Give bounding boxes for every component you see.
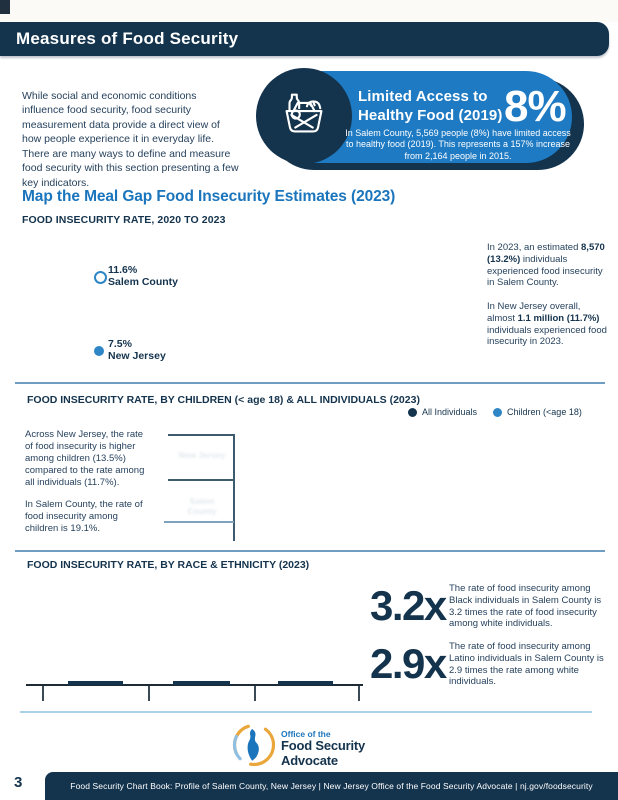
top-strip	[0, 0, 618, 22]
intro-paragraph: While social and economic conditions inf…	[22, 90, 239, 189]
ratio-stat-latino: 2.9x	[370, 640, 447, 687]
legend-label-all: All Individuals	[422, 407, 478, 417]
new-jersey-point-label: 7.5% New Jersey	[108, 338, 166, 363]
chart3-baseline	[26, 684, 363, 686]
chart3-tick	[148, 686, 150, 701]
sidebar-p2-post: individuals experienced food insecurity …	[487, 324, 607, 348]
salem-county-point-icon	[94, 271, 107, 284]
legend-dot-children-icon	[493, 407, 503, 417]
legend-dot-all-icon	[408, 407, 417, 417]
section-divider	[15, 550, 605, 552]
chart2-tick-line	[164, 521, 234, 523]
corner-notch	[0, 0, 10, 14]
chart3-bar	[173, 681, 230, 685]
nj-label: New Jersey	[108, 350, 166, 363]
office-logo: Office of the Food Security Advocate	[231, 721, 411, 771]
sidebar-paragraph-1: In 2023, an estimated 8,570 (13.2%) indi…	[487, 242, 607, 289]
children-paragraph-1: Across New Jersey, the rate of food inse…	[25, 429, 145, 488]
food-basket-icon	[275, 87, 333, 146]
legend-item-all-individuals: All Individuals	[408, 407, 477, 417]
badge-title-line2: Healthy Food (2019)	[358, 106, 503, 124]
logo-line2: Food Security Advocate	[281, 738, 366, 768]
new-jersey-point-icon	[94, 346, 104, 356]
chart2-title: FOOD INSECURITY RATE, BY CHILDREN (< age…	[27, 394, 420, 406]
sidebar-p2-pre: In New Jersey overall, almost	[487, 301, 581, 324]
legend-item-children: Children (<age 18)	[493, 407, 582, 417]
sidebar-p1-pre: In 2023, an estimated	[487, 242, 582, 253]
section-divider	[15, 382, 605, 384]
badge-title-line1: Limited Access to	[358, 88, 488, 105]
chart1-title: FOOD INSECURITY RATE, 2020 TO 2023	[22, 214, 226, 226]
salem-county-point-label: 11.6% Salem County	[108, 264, 178, 289]
footer-bar: Food Security Chart Book: Profile of Sal…	[45, 772, 618, 800]
nj-value: 7.5%	[108, 338, 132, 350]
sidebar-p1-bold: 8,570 (13.2%)	[487, 242, 605, 265]
chart2-tick-line	[168, 434, 234, 436]
chart2-faint-category-label: Salem County	[187, 496, 217, 516]
ratio-stat-latino-text: The rate of food insecurity among Latino…	[449, 641, 604, 688]
badge-stat: 8%	[504, 82, 567, 131]
nj-state-logo-icon	[231, 722, 277, 768]
map-sidebar-text: In 2023, an estimated 8,570 (13.2%) indi…	[487, 242, 607, 360]
chart3-tick	[254, 686, 256, 701]
logo-line1: Office of the	[281, 729, 331, 739]
legend-label-children: Children (<age 18)	[507, 407, 582, 417]
badge-title: Limited Access to Healthy Food (2019)	[358, 88, 528, 126]
salem-label: Salem County	[108, 276, 179, 289]
limited-access-badge: Limited Access to Healthy Food (2019) 8%…	[256, 66, 586, 170]
ratio-stat-black-text: The rate of food insecurity among Black …	[449, 583, 602, 630]
chart3-tick	[358, 686, 360, 701]
sidebar-paragraph-2: In New Jersey overall, almost 1.1 millio…	[487, 301, 607, 348]
salem-value: 11.6%	[108, 264, 138, 276]
chart2-axis-line	[233, 434, 235, 541]
page-number: 3	[14, 774, 23, 791]
sidebar-p2-bold: 1.1 million (11.7%)	[517, 312, 600, 324]
chart2-legend: All Individuals Children (<age 18)	[408, 407, 582, 417]
ratio-stat-black: 3.2x	[370, 582, 447, 629]
chart3-tick	[42, 686, 44, 701]
header-bar	[0, 22, 609, 56]
logo-text: Office of the Food Security Advocate	[281, 729, 411, 768]
chart3-title: FOOD INSECURITY RATE, BY RACE & ETHNICIT…	[27, 559, 310, 571]
chart3-bar	[278, 681, 333, 685]
page-title: Measures of Food Security	[16, 29, 239, 48]
sidebar-p1-post: individuals experienced food insecurity …	[487, 253, 603, 289]
section-heading-meal-gap: Map the Meal Gap Food Insecurity Estimat…	[22, 188, 396, 205]
badge-icon-circle	[256, 68, 352, 164]
children-paragraph-2: In Salem County, the rate of food insecu…	[25, 499, 143, 535]
chart2-faint-category-label: New Jersey	[178, 450, 226, 460]
chart2-tick-line	[168, 479, 234, 481]
footer-text: Food Security Chart Book: Profile of Sal…	[70, 781, 593, 791]
badge-description: In Salem County, 5,569 people (8%) have …	[345, 128, 571, 161]
chart3-bar	[68, 681, 123, 685]
children-section-text: Across New Jersey, the rate of food inse…	[25, 429, 153, 546]
section-divider	[20, 711, 592, 713]
